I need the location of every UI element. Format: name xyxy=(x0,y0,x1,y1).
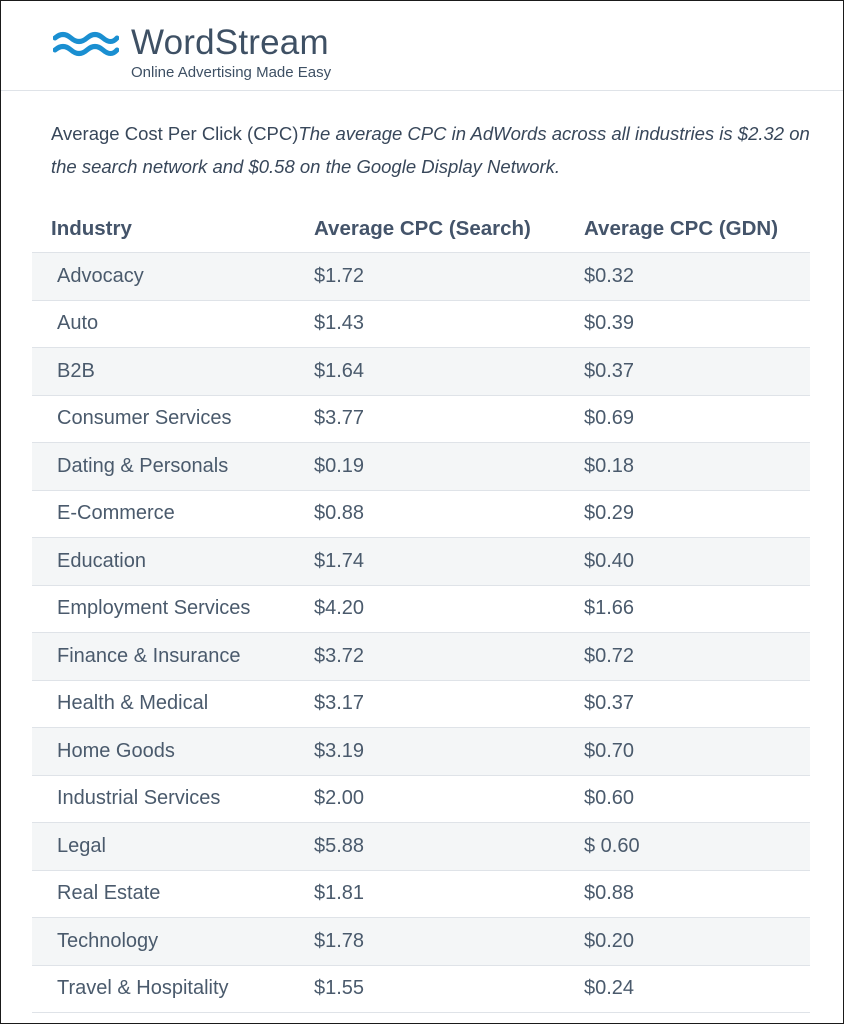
intro-title: Average Cost Per Click (CPC) xyxy=(51,123,299,144)
table-row: Auto $1.43 $0.39 xyxy=(32,300,810,348)
cell-cpc-gdn: $0.39 xyxy=(584,300,810,348)
cell-cpc-gdn: $0.18 xyxy=(584,442,810,491)
cell-cpc-search: $1.55 xyxy=(314,965,584,1013)
brand-name: WordStream xyxy=(131,23,329,62)
table-row: Dating & Personals $0.19 $0.18 xyxy=(32,442,810,491)
wave-logo-icon xyxy=(53,32,119,56)
cell-cpc-search: $1.43 xyxy=(314,300,584,348)
cell-cpc-search: $1.78 xyxy=(314,917,584,966)
table-row: Employment Services $4.20 $1.66 xyxy=(32,585,810,633)
cell-cpc-search: $1.72 xyxy=(314,252,584,301)
cell-cpc-gdn: $0.20 xyxy=(584,917,810,966)
header: WordStream Online Advertising Made Easy xyxy=(1,1,843,91)
cell-cpc-search: $0.19 xyxy=(314,442,584,491)
intro-summary: The average CPC in AdWords across all in… xyxy=(51,123,810,177)
table-row: Industrial Services $2.00 $0.60 xyxy=(32,775,810,823)
cell-industry: B2B xyxy=(32,347,314,396)
cell-industry: Employment Services xyxy=(32,585,314,633)
table-body: Advocacy $1.72 $0.32 Auto $1.43 $0.39 B2B $1.64… xyxy=(32,252,810,1013)
table-row: Education $1.74 $0.40 xyxy=(32,537,810,586)
cell-industry: Industrial Services xyxy=(32,775,314,823)
cell-cpc-search: $3.19 xyxy=(314,727,584,776)
cell-industry: Consumer Services xyxy=(32,395,314,443)
cell-industry: Legal xyxy=(32,822,314,871)
table-row: Home Goods $3.19 $0.70 xyxy=(32,727,810,776)
header-cpc-gdn: Average CPC (GDN) xyxy=(584,205,810,253)
cell-industry: Education xyxy=(32,537,314,586)
header-cpc-search: Average CPC (Search) xyxy=(314,205,584,253)
header-industry: Industry xyxy=(32,205,314,253)
cell-industry: E-Commerce xyxy=(32,490,314,538)
table-header-row: Industry Average CPC (Search) Average CP… xyxy=(32,205,810,253)
cell-cpc-search: $3.17 xyxy=(314,680,584,728)
table-row: E-Commerce $0.88 $0.29 xyxy=(32,490,810,538)
cell-cpc-gdn: $0.88 xyxy=(584,870,810,918)
table-row: Real Estate $1.81 $0.88 xyxy=(32,870,810,918)
cell-cpc-gdn: $0.69 xyxy=(584,395,810,443)
cell-industry: Finance & Insurance xyxy=(32,632,314,681)
cell-cpc-gdn: $1.66 xyxy=(584,585,810,633)
cell-cpc-search: $1.74 xyxy=(314,537,584,586)
cell-cpc-search: $3.77 xyxy=(314,395,584,443)
cell-industry: Advocacy xyxy=(32,252,314,301)
brand-tagline: Online Advertising Made Easy xyxy=(131,64,332,81)
cpc-table: Industry Average CPC (Search) Average CP… xyxy=(32,205,810,1013)
cell-cpc-search: $5.88 xyxy=(314,822,584,871)
table-row: Health & Medical $3.17 $0.37 xyxy=(32,680,810,728)
cell-cpc-search: $0.88 xyxy=(314,490,584,538)
table-row: Travel & Hospitality $1.55 $0.24 xyxy=(32,965,810,1013)
cell-industry: Real Estate xyxy=(32,870,314,918)
cell-cpc-gdn: $0.72 xyxy=(584,632,810,681)
cell-cpc-gdn: $0.32 xyxy=(584,252,810,301)
table-row: Consumer Services $3.77 $0.69 xyxy=(32,395,810,443)
cell-industry: Technology xyxy=(32,917,314,966)
cell-cpc-gdn: $0.60 xyxy=(584,775,810,823)
cell-industry: Dating & Personals xyxy=(32,442,314,491)
cell-cpc-search: $4.20 xyxy=(314,585,584,633)
cell-industry: Travel & Hospitality xyxy=(32,965,314,1013)
cell-cpc-gdn: $0.37 xyxy=(584,347,810,396)
table-row: Advocacy $1.72 $0.32 xyxy=(32,252,810,301)
cell-cpc-search: $1.64 xyxy=(314,347,584,396)
cell-industry: Auto xyxy=(32,300,314,348)
cell-cpc-gdn: $0.37 xyxy=(584,680,810,728)
cell-cpc-search: $2.00 xyxy=(314,775,584,823)
cell-industry: Health & Medical xyxy=(32,680,314,728)
table-row: B2B $1.64 $0.37 xyxy=(32,347,810,396)
cell-cpc-search: $3.72 xyxy=(314,632,584,681)
intro-text: Average Cost Per Click (CPC)The average … xyxy=(51,117,821,183)
cell-cpc-gdn: $ 0.60 xyxy=(584,822,810,871)
cell-cpc-gdn: $0.40 xyxy=(584,537,810,586)
cell-cpc-gdn: $0.24 xyxy=(584,965,810,1013)
cell-industry: Home Goods xyxy=(32,727,314,776)
cell-cpc-gdn: $0.70 xyxy=(584,727,810,776)
cell-cpc-gdn: $0.29 xyxy=(584,490,810,538)
cell-cpc-search: $1.81 xyxy=(314,870,584,918)
table-row: Finance & Insurance $3.72 $0.72 xyxy=(32,632,810,681)
table-row: Technology $1.78 $0.20 xyxy=(32,917,810,966)
table-row: Legal $5.88 $ 0.60 xyxy=(32,822,810,871)
